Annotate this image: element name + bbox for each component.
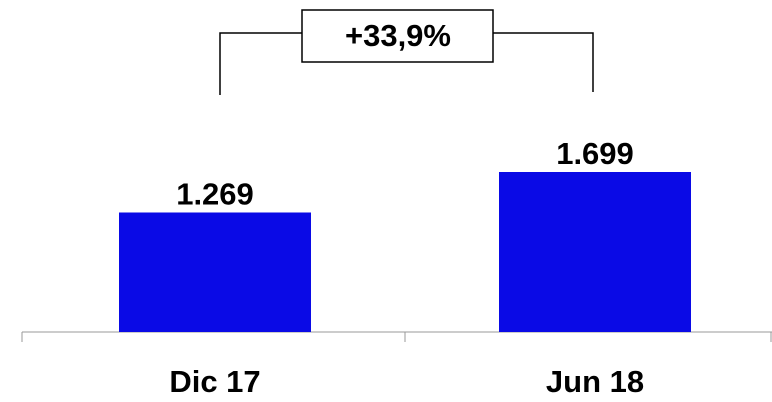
annotation-box [301, 9, 494, 63]
value-label: 1.699 [556, 136, 634, 171]
growth-annotation: +33,9% [345, 18, 451, 53]
bracket-right [493, 32, 594, 92]
x-tick-label: Jun 18 [546, 364, 644, 399]
bar [499, 172, 691, 332]
bracket-left [219, 32, 302, 95]
value-label: 1.269 [176, 177, 254, 212]
x-tick-label: Dic 17 [169, 364, 260, 399]
bar [119, 212, 311, 332]
